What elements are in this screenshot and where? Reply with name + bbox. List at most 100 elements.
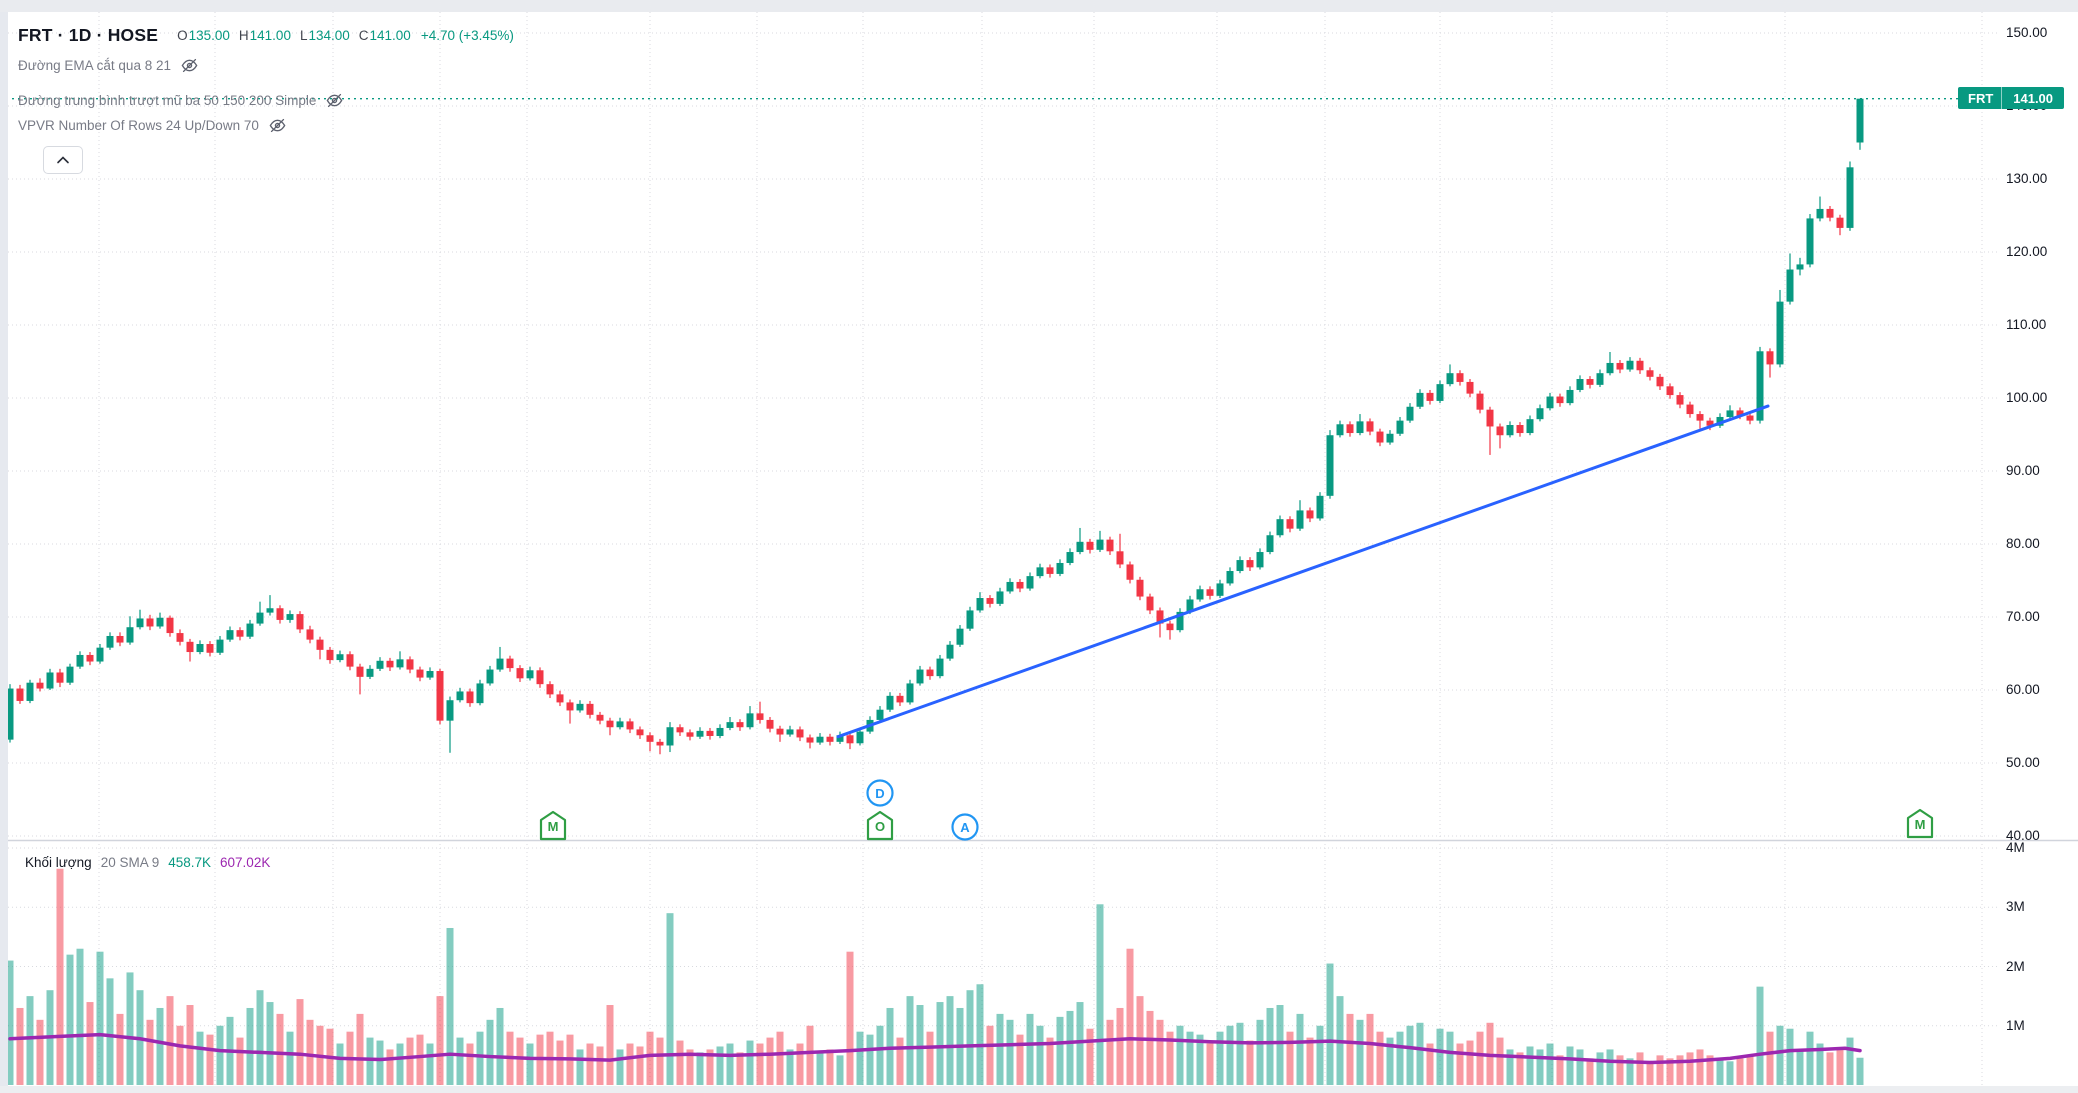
candle [1756,346,1764,424]
collapse-legend-button[interactable] [43,146,83,174]
candle [106,632,114,650]
candle [796,726,804,742]
candle [766,717,774,733]
candle [1496,423,1504,449]
last-price-badge: FRT 141.00 [1958,87,2064,109]
volume-legend[interactable]: Khối lượng 20 SMA 9 458.7K 607.02K [25,855,270,870]
event-marker-m[interactable]: M [1906,808,1934,839]
indicator-row-triple-ma[interactable]: Đường trung bình trượt mũ ba 50 150 200 … [18,91,344,110]
ohlc-readout: O135.00 H141.00 L134.00 C141.00 +4.70 (+… [177,28,514,43]
trendline[interactable] [836,404,1770,739]
volume-bar [1846,1037,1854,1085]
volume-bar [1476,1031,1484,1085]
volume-bar [656,1037,664,1085]
candle [756,701,764,724]
candle [366,665,374,680]
event-marker-a[interactable]: A [951,813,979,841]
volume-bar [1346,1013,1354,1085]
candle [1726,405,1734,420]
candle [36,678,44,692]
volume-bar [1776,1025,1784,1085]
candle [1046,564,1054,578]
candle [976,592,984,613]
candle [1526,415,1534,436]
indicator-label: VPVR Number Of Rows 24 Up/Down 70 [18,118,259,133]
candle [136,609,144,630]
eye-hidden-icon[interactable] [325,91,344,110]
volume-bar [1006,1019,1014,1085]
candle [736,719,744,731]
volume-bar [746,1040,754,1085]
candle [256,601,264,626]
volume-bar [576,1049,584,1085]
volume-bar [376,1040,384,1085]
candle [1076,527,1084,555]
indicator-row-vpvr[interactable]: VPVR Number Of Rows 24 Up/Down 70 [18,116,287,135]
volume-bar [976,984,984,1085]
volume-bar [1026,1013,1034,1085]
candle [1096,530,1104,553]
volume-bar [1646,1061,1654,1085]
candle [1646,367,1654,381]
volume-bar [986,1025,994,1085]
volume-bar [36,1019,44,1085]
candle [1626,357,1634,372]
volume-bar [356,1013,364,1085]
candle [1446,364,1454,387]
candle [516,665,524,682]
volume-bar [1676,1055,1684,1085]
volume-bar [836,1055,844,1085]
event-marker-o[interactable]: O [866,810,894,841]
candle [16,684,24,704]
volume-bar [1226,1025,1234,1085]
event-marker-m[interactable]: M [539,810,567,841]
high-value: 141.00 [249,28,291,43]
price-axis[interactable]: 150.00140.00130.00120.00110.00100.0090.0… [1956,0,2078,1093]
volume-bar [926,1031,934,1085]
candle [506,655,514,672]
volume-bar [1566,1046,1574,1085]
candle [526,666,534,681]
svg-text:M: M [1915,817,1926,832]
volume-bar [1196,1034,1204,1085]
candle [1696,411,1704,429]
candle [1216,579,1224,599]
volume-axis-label: 1M [2006,1017,2025,1033]
volume-bar [1656,1055,1664,1085]
candle [1546,392,1554,411]
volume-bar [116,1013,124,1085]
eye-hidden-icon[interactable] [268,116,287,135]
candle [1226,567,1234,586]
candle [446,696,454,753]
volume-bar [126,972,134,1085]
candle [1836,214,1844,236]
volume-bar [846,951,854,1085]
volume-bar [1246,1040,1254,1085]
candle [1266,531,1274,555]
volume-bar [586,1043,594,1085]
volume-bar [296,999,304,1085]
candle [276,605,284,624]
volume-axis-label: 4M [2006,840,2025,855]
indicator-row-ema-cross[interactable]: Đường EMA cắt qua 8 21 [18,56,199,75]
price-axis-label: 130.00 [2006,171,2048,186]
svg-text:O: O [875,819,885,834]
candle [616,717,624,730]
eye-hidden-icon[interactable] [180,56,199,75]
candle [1396,416,1404,436]
candle [906,679,914,705]
volume-bar [666,913,674,1085]
candle [1246,557,1254,572]
volume-bar [286,1031,294,1085]
candle [156,612,164,629]
candle [576,700,584,713]
candle [406,656,414,674]
volume-bar [1306,1037,1314,1085]
symbol-title[interactable]: FRT · 1D · HOSE [18,25,159,45]
candle [856,727,864,746]
open-value: 135.00 [188,28,230,43]
candle [1036,563,1044,579]
volume-bar [466,1043,474,1085]
event-marker-d[interactable]: D [866,779,894,807]
